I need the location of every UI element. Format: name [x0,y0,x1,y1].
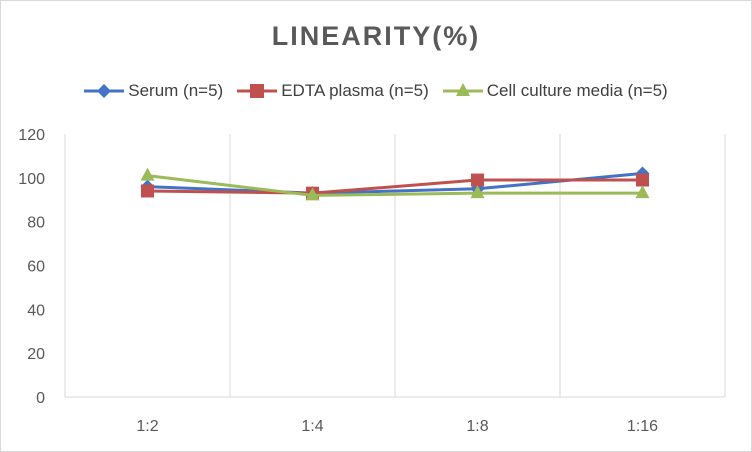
data-point-2-3 [635,185,650,199]
data-point-1-3 [636,173,649,187]
legend-item: Cell culture media (n=5) [442,81,668,101]
legend-diamond-icon [84,84,125,98]
legend-label: EDTA plasma (n=5) [281,81,429,100]
x-tick-label: 1:2 [136,418,158,435]
legend-label: Cell culture media (n=5) [486,81,668,100]
y-tick-label: 120 [18,127,45,144]
data-point-2-1 [305,187,320,201]
chart-title: LINEARITY(%) [271,21,481,51]
legend-label: Serum (n=5) [128,81,224,100]
legend-item: EDTA plasma (n=5) [237,81,429,101]
data-point-1-0 [141,184,154,198]
data-point-2-0 [140,167,155,181]
data-point-1-2 [471,173,484,187]
data-point-2-2 [470,185,485,199]
y-tick-label: 20 [27,346,45,363]
series-line-1 [147,178,643,195]
x-tick-label: 1:4 [301,418,323,435]
y-tick-label: 40 [27,302,45,319]
y-tick-label: 60 [27,259,45,276]
legend-triangle-icon [442,83,483,96]
x-tick-label: 1:16 [627,418,658,435]
legend-square-icon [237,84,278,98]
y-tick-label: 0 [36,390,45,407]
x-tick-label: 1:8 [466,418,488,435]
y-tick-label: 100 [18,171,45,188]
legend: Serum (n=5) EDTA plasma (n=5) Cell culture… [1,81,751,101]
y-tick-label: 80 [27,215,45,232]
series-line-2 [147,174,643,197]
legend-item: Serum (n=5) [84,81,223,101]
